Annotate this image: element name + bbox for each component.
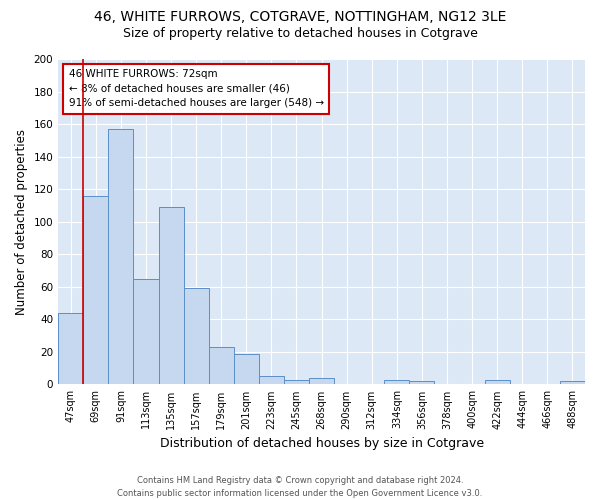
Bar [83,196,109,384]
Bar [209,347,234,385]
Y-axis label: Number of detached properties: Number of detached properties [15,128,28,314]
Bar [560,381,585,384]
Bar [58,313,83,384]
Bar [309,378,334,384]
Bar [259,376,284,384]
Bar [234,354,259,384]
Bar [184,288,209,384]
Text: Contains HM Land Registry data © Crown copyright and database right 2024.
Contai: Contains HM Land Registry data © Crown c… [118,476,482,498]
Text: Size of property relative to detached houses in Cotgrave: Size of property relative to detached ho… [122,28,478,40]
Bar [485,380,510,384]
Bar [109,129,133,384]
Bar [133,278,158,384]
Text: 46 WHITE FURROWS: 72sqm
← 8% of detached houses are smaller (46)
91% of semi-det: 46 WHITE FURROWS: 72sqm ← 8% of detached… [69,69,324,108]
Bar [409,381,434,384]
X-axis label: Distribution of detached houses by size in Cotgrave: Distribution of detached houses by size … [160,437,484,450]
Bar [284,380,309,384]
Bar [385,380,409,384]
Text: 46, WHITE FURROWS, COTGRAVE, NOTTINGHAM, NG12 3LE: 46, WHITE FURROWS, COTGRAVE, NOTTINGHAM,… [94,10,506,24]
Bar [158,207,184,384]
